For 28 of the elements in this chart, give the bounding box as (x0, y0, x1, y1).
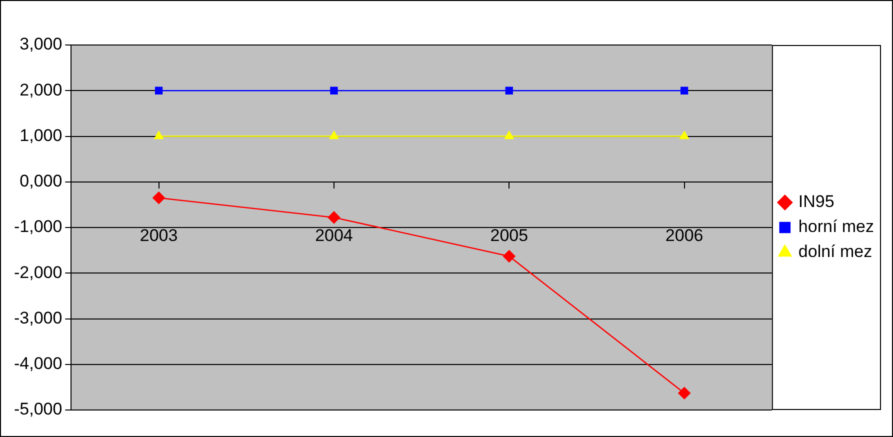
legend-label: horní mez (798, 217, 874, 236)
y-tick-label: -5,000 (14, 400, 62, 419)
point (504, 131, 514, 140)
y-tick-label: -4,000 (14, 354, 62, 374)
y-tick-label: 1,000 (20, 126, 62, 145)
point (680, 131, 689, 140)
y-tick-label: -1,000 (14, 217, 62, 236)
y-tick-label: -2,000 (14, 262, 62, 282)
y-tick-label: 3,000 (20, 34, 62, 54)
point (330, 86, 338, 94)
x-tick-label: 2004 (315, 226, 353, 245)
point (329, 131, 339, 140)
point (680, 86, 688, 94)
point (154, 131, 164, 140)
point (152, 192, 165, 204)
y-tick-label: -3,000 (14, 308, 62, 328)
y-tick-label: 0,000 (20, 172, 62, 191)
point (328, 211, 340, 224)
x-tick-label: 2003 (140, 226, 178, 245)
point (502, 250, 516, 262)
x-tick-label: 2006 (665, 226, 704, 245)
point (505, 86, 513, 94)
y-tick-label: 2,000 (20, 80, 62, 100)
point (154, 86, 163, 94)
legend-label: dolní mez (798, 242, 872, 262)
legend-label: IN95 (798, 192, 834, 212)
point (678, 386, 690, 400)
x-tick-label: 2005 (490, 226, 528, 245)
